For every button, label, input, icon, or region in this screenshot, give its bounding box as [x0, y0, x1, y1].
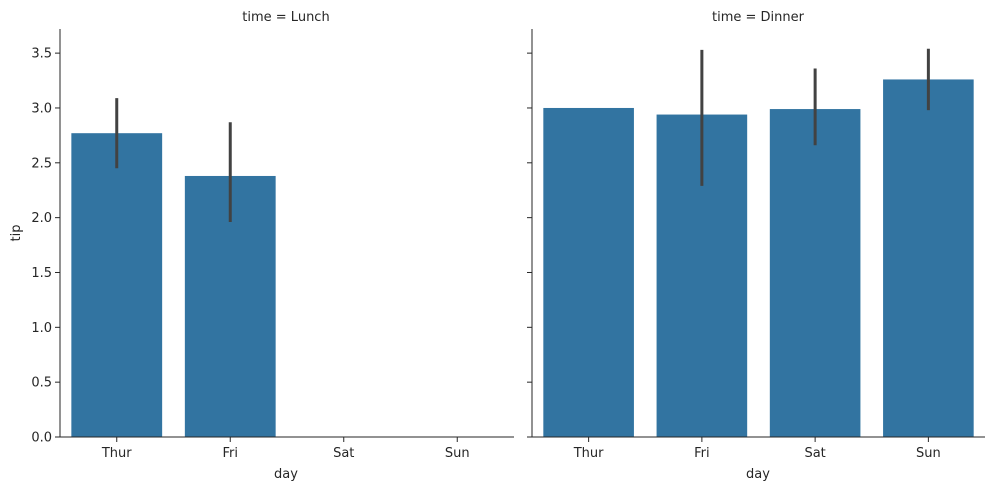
x-tick-label: Fri — [223, 446, 239, 461]
bar-dinner-thur — [543, 107, 634, 437]
y-tick-label: 1.5 — [31, 266, 52, 281]
facet-dinner: time = Dinner Thur Fri Sat Sun — [527, 10, 985, 461]
x-tick-label: Sun — [445, 446, 470, 461]
x-tick-label: Sun — [916, 446, 941, 461]
x-tick-label: Fri — [694, 446, 710, 461]
y-tick-label: 2.0 — [31, 211, 52, 226]
bar-lunch-thur — [71, 133, 163, 437]
y-tick-label: 3.5 — [31, 47, 52, 62]
x-tick-label: Thur — [101, 446, 132, 461]
y-axis-label: tip — [9, 225, 24, 242]
y-tick-label: 0.5 — [31, 376, 52, 391]
y-tick-label: 2.5 — [31, 156, 52, 171]
x-axis-label-left: day — [274, 467, 298, 482]
bar-dinner-sat — [769, 109, 861, 437]
x-axis-label-right: day — [746, 467, 770, 482]
y-tick-label: 0.0 — [31, 431, 52, 446]
x-tick-label: Sat — [333, 446, 354, 461]
y-tick-label: 1.0 — [31, 321, 52, 336]
y-tick-label: 3.0 — [31, 101, 52, 116]
x-tick-label: Thur — [573, 446, 604, 461]
bar-dinner-sun — [883, 79, 974, 438]
facet-title-dinner: time = Dinner — [712, 10, 805, 25]
facet-lunch: time = Lunch 0.0 0.5 1.0 1.5 2.0 2.5 3.0 3.5 Thu… — [31, 10, 514, 461]
facet-title-lunch: time = Lunch — [242, 10, 329, 25]
x-tick-label: Sat — [804, 446, 825, 461]
